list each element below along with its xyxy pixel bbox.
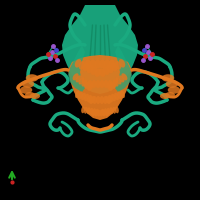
Ellipse shape [79,61,85,69]
Ellipse shape [112,107,116,114]
Ellipse shape [108,95,113,102]
Ellipse shape [99,60,106,68]
Ellipse shape [87,95,92,102]
Ellipse shape [81,106,85,113]
Ellipse shape [81,93,86,100]
Ellipse shape [90,60,96,68]
Ellipse shape [95,68,101,77]
Ellipse shape [99,68,105,77]
Ellipse shape [92,108,96,115]
Polygon shape [62,5,138,94]
Ellipse shape [103,80,109,88]
Ellipse shape [109,60,115,68]
Ellipse shape [107,96,111,104]
Ellipse shape [91,80,97,88]
Ellipse shape [99,96,104,104]
Ellipse shape [30,93,40,99]
Ellipse shape [162,74,174,82]
Ellipse shape [120,90,125,98]
Ellipse shape [113,79,119,87]
Ellipse shape [26,74,38,82]
Ellipse shape [111,63,117,71]
Ellipse shape [87,84,93,91]
Ellipse shape [22,80,34,88]
Ellipse shape [119,59,125,68]
Ellipse shape [109,107,113,114]
Ellipse shape [114,93,119,100]
Polygon shape [115,45,132,92]
Ellipse shape [166,80,178,88]
Ellipse shape [160,93,170,99]
Ellipse shape [85,60,91,68]
Ellipse shape [89,96,93,104]
Ellipse shape [168,86,180,94]
Ellipse shape [25,92,35,98]
Ellipse shape [20,86,32,94]
Ellipse shape [107,65,113,73]
Ellipse shape [83,63,89,71]
Ellipse shape [110,82,116,89]
Polygon shape [68,55,132,120]
Ellipse shape [104,108,108,115]
Ellipse shape [91,67,97,75]
Ellipse shape [105,96,110,104]
Ellipse shape [104,60,110,68]
Ellipse shape [107,84,113,91]
Ellipse shape [118,75,124,82]
Ellipse shape [94,60,101,68]
Ellipse shape [76,75,82,82]
Ellipse shape [95,109,99,116]
Ellipse shape [103,96,108,104]
Ellipse shape [73,73,79,80]
Ellipse shape [117,92,122,99]
Ellipse shape [84,82,90,89]
Ellipse shape [115,106,119,113]
Ellipse shape [115,61,121,69]
Ellipse shape [92,96,97,104]
Ellipse shape [99,80,105,88]
Ellipse shape [87,80,93,88]
Polygon shape [68,45,85,92]
Ellipse shape [91,110,95,116]
Ellipse shape [87,107,91,114]
Ellipse shape [96,96,101,104]
Ellipse shape [111,94,116,101]
Ellipse shape [75,59,81,68]
Ellipse shape [101,109,105,116]
Ellipse shape [79,77,85,85]
Ellipse shape [95,80,101,88]
Ellipse shape [75,90,80,98]
Ellipse shape [97,110,100,116]
Ellipse shape [115,77,121,85]
Ellipse shape [103,67,109,75]
Ellipse shape [84,94,89,101]
Ellipse shape [87,65,93,73]
Ellipse shape [81,79,87,87]
Ellipse shape [89,108,93,115]
Ellipse shape [78,92,83,99]
Ellipse shape [107,108,111,115]
Ellipse shape [107,80,113,88]
Ellipse shape [100,110,103,116]
Ellipse shape [94,110,98,116]
Ellipse shape [102,110,106,116]
Ellipse shape [90,96,95,104]
Ellipse shape [121,73,127,80]
Ellipse shape [105,110,109,116]
Ellipse shape [165,92,175,98]
Ellipse shape [84,107,88,114]
